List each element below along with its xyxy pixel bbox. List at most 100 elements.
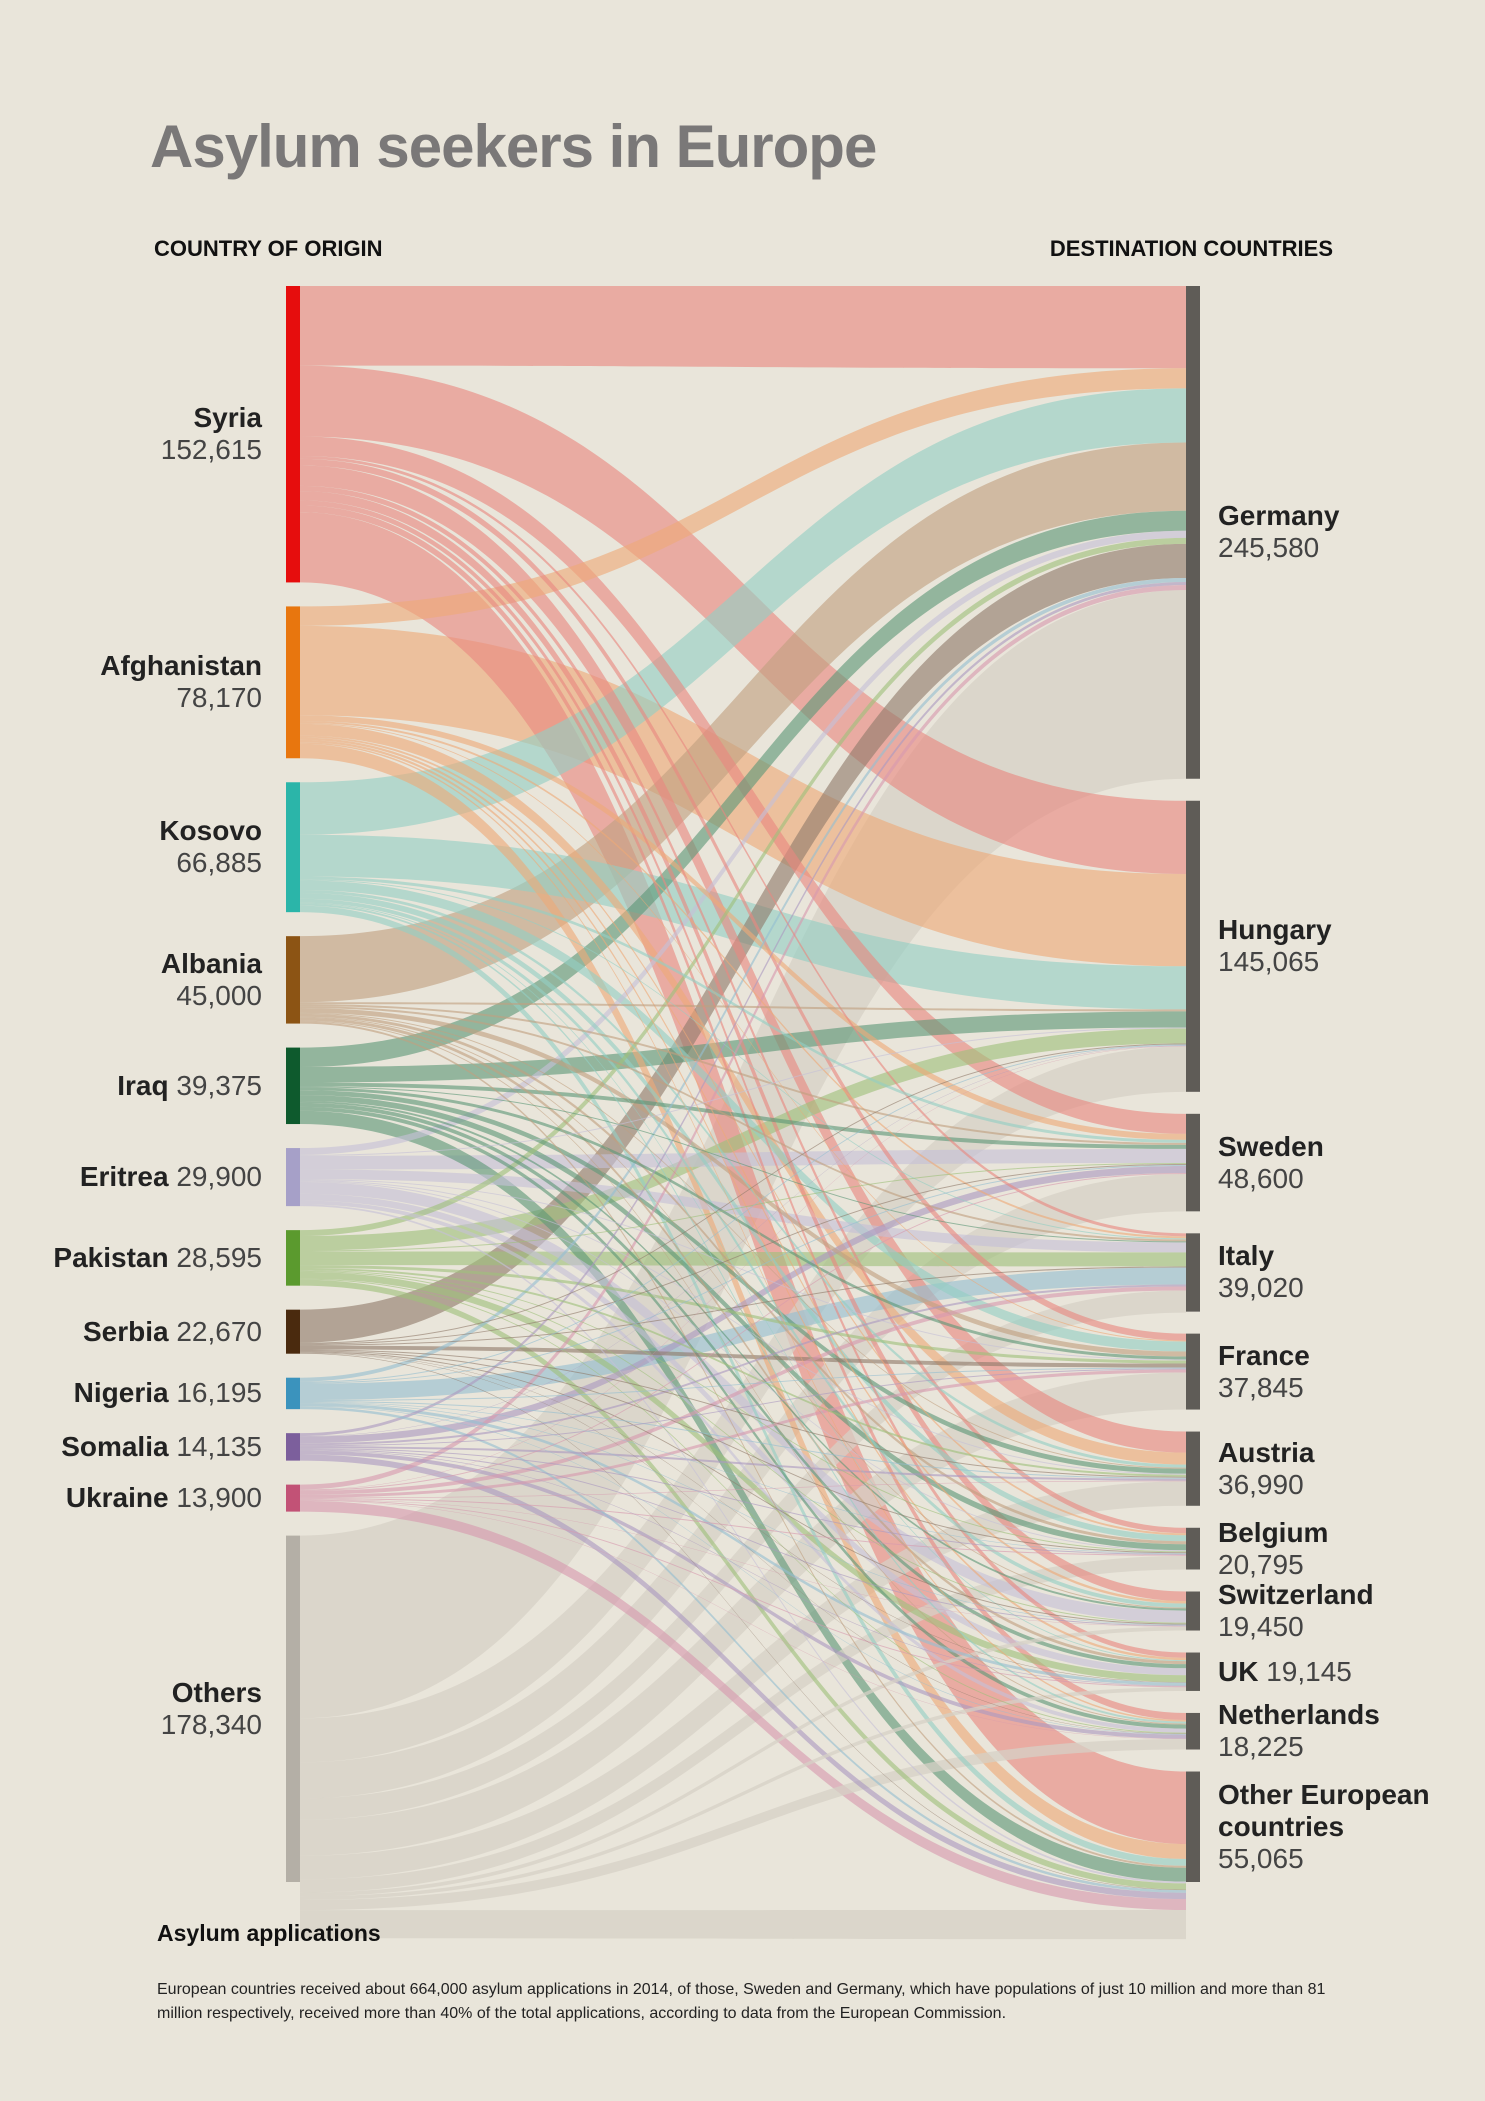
destination-name: Netherlands <box>1218 1699 1380 1731</box>
destination-node-hungary <box>1186 800 1200 1092</box>
flow-others-to-uk <box>300 1687 1186 1900</box>
flow-eritrea-to-hungary <box>300 1027 1186 1156</box>
flow-nigeria-to-other-european-countries <box>300 1406 1186 1893</box>
destination-label-italy: Italy 39,020 <box>1218 1240 1304 1304</box>
flow-kosovo-to-belgium <box>300 892 1186 1542</box>
destination-node-france <box>1186 1333 1200 1410</box>
destination-name: UK <box>1218 1655 1259 1687</box>
flow-others-to-switzerland <box>300 1626 1186 1897</box>
origin-name: Iraq <box>117 1069 169 1101</box>
origin-value: 29,900 <box>176 1161 262 1193</box>
origin-value: 39,375 <box>176 1069 262 1101</box>
destination-node-sweden <box>1186 1113 1200 1212</box>
flow-eritrea-to-austria <box>300 1180 1186 1475</box>
footer-heading: Asylum applications <box>157 1920 381 1946</box>
flow-somalia-to-uk <box>300 1450 1186 1687</box>
flow-others-to-netherlands <box>300 1739 1186 1911</box>
flow-albania-to-hungary <box>300 1002 1186 1012</box>
flow-albania-to-netherlands <box>300 1020 1186 1725</box>
origin-name: Albania <box>160 947 262 979</box>
flow-ukraine-to-uk <box>300 1499 1186 1688</box>
destination-node-netherlands <box>1186 1712 1200 1750</box>
flow-ukraine-to-switzerland <box>300 1499 1186 1627</box>
destination-name: Belgium <box>1218 1516 1329 1548</box>
destination-node-other-european-countries <box>1186 1771 1200 1882</box>
destination-label-france: France 37,845 <box>1218 1340 1310 1404</box>
destination-name: Italy <box>1218 1240 1275 1272</box>
flow-eritrea-to-france <box>300 1179 1186 1361</box>
origin-node-afghanistan <box>286 606 300 759</box>
flow-iraq-to-belgium <box>300 1095 1186 1551</box>
flow-iraq-to-france <box>300 1087 1186 1360</box>
origin-name: Syria <box>193 402 263 434</box>
origin-label-afghanistan: Afghanistan 78,170 <box>100 650 262 714</box>
flows-layer <box>300 286 1186 1940</box>
origin-label-eritrea: Eritrea 29,900 <box>80 1161 262 1193</box>
destination-name: France <box>1218 1339 1310 1371</box>
origin-node-others <box>286 1535 300 1882</box>
destination-name-line: Other European <box>1218 1778 1430 1810</box>
origin-label-iraq: Iraq 39,375 <box>117 1070 262 1102</box>
flow-nigeria-to-netherlands <box>300 1406 1186 1735</box>
origin-name: Afghanistan <box>100 650 262 682</box>
flow-afghanistan-to-france <box>300 722 1186 1342</box>
flow-pakistan-to-uk <box>300 1271 1186 1683</box>
flow-iraq-to-uk <box>300 1102 1186 1669</box>
flow-somalia-to-sweden <box>300 1165 1186 1444</box>
flow-eritrea-to-belgium <box>300 1181 1186 1552</box>
flow-kosovo-to-italy <box>300 879 1186 1240</box>
flow-ukraine-to-other-european-countries <box>300 1500 1186 1911</box>
origin-name: Eritrea <box>79 1161 169 1193</box>
origin-value: 28,595 <box>176 1241 262 1273</box>
flow-pakistan-to-netherlands <box>300 1278 1186 1734</box>
flow-others-to-belgium <box>300 1555 1186 1893</box>
flow-somalia-to-hungary <box>300 1045 1186 1437</box>
destination-value: 145,065 <box>1218 946 1320 978</box>
origin-value: 152,615 <box>160 434 262 466</box>
destination-label-uk: UK 19,145 <box>1218 1656 1352 1688</box>
flow-others-to-france <box>300 1372 1186 1856</box>
flow-somalia-to-netherlands <box>300 1450 1186 1739</box>
flow-kosovo-to-uk <box>300 902 1186 1662</box>
flow-iraq-to-sweden <box>300 1082 1186 1149</box>
flow-somalia-to-italy <box>300 1284 1186 1446</box>
destination-label-sweden: Sweden 48,600 <box>1218 1131 1324 1195</box>
origin-label-syria: Syria 152,615 <box>161 402 262 466</box>
flow-nigeria-to-italy <box>300 1267 1186 1401</box>
chart-title: Asylum seekers in Europe <box>150 113 877 180</box>
flow-nigeria-to-switzerland <box>300 1402 1186 1626</box>
destination-node-italy <box>1186 1233 1200 1312</box>
flow-ukraine-to-netherlands <box>300 1500 1186 1740</box>
flow-albania-to-germany <box>300 442 1186 1003</box>
destination-value: 19,145 <box>1266 1655 1352 1687</box>
flow-albania-to-austria <box>300 1012 1186 1469</box>
flow-syria-to-uk <box>300 500 1186 1658</box>
nodes-layer <box>286 286 1200 1882</box>
flow-syria-to-germany <box>300 286 1186 369</box>
flow-others-to-austria <box>300 1481 1186 1880</box>
destination-value: 19,450 <box>1218 1611 1304 1643</box>
origin-value: 22,670 <box>176 1315 262 1347</box>
flow-somalia-to-france <box>300 1368 1186 1447</box>
destination-node-belgium <box>1186 1527 1200 1570</box>
origin-label-pakistan: Pakistan 28,595 <box>53 1242 262 1274</box>
origin-value: 45,000 <box>176 979 262 1011</box>
flow-others-to-other-european-countries <box>300 1910 1186 1940</box>
flow-serbia-to-hungary <box>300 1043 1186 1344</box>
destination-node-germany <box>1186 286 1200 779</box>
origin-label-kosovo: Kosovo 66,885 <box>159 815 262 879</box>
origin-node-kosovo <box>286 782 300 913</box>
origin-value: 14,135 <box>176 1430 262 1462</box>
flow-eritrea-to-other-european-countries <box>300 1204 1186 1884</box>
destination-value: 48,600 <box>1218 1162 1304 1194</box>
origin-label-ukraine: Ukraine 13,900 <box>66 1482 262 1514</box>
origin-name: Others <box>171 1676 262 1708</box>
flow-serbia-to-germany <box>300 543 1186 1343</box>
destination-value: 39,020 <box>1218 1272 1304 1304</box>
flow-syria-to-france <box>300 458 1186 1341</box>
origin-value: 178,340 <box>160 1708 262 1740</box>
destination-value: 20,795 <box>1218 1548 1304 1580</box>
destination-name: Austria <box>1218 1436 1315 1468</box>
origin-name: Somalia <box>61 1430 169 1462</box>
